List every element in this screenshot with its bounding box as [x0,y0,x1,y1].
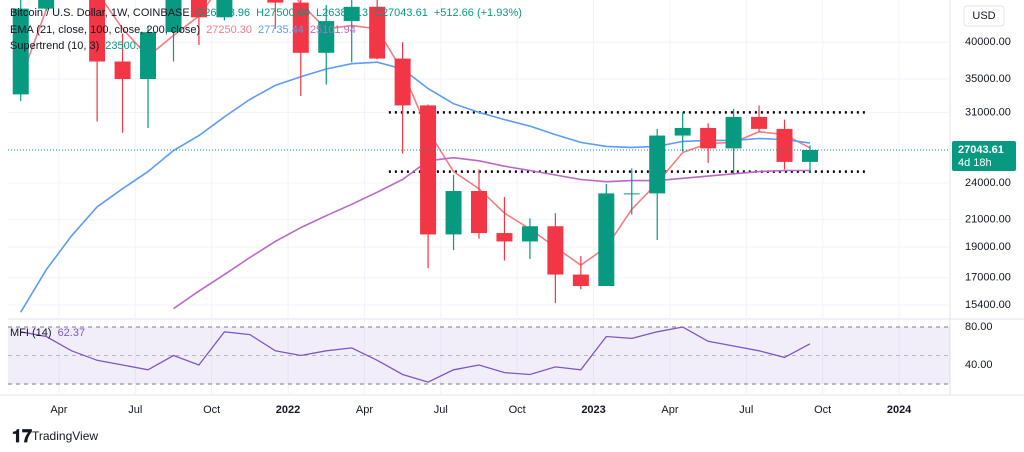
candle-body [140,32,157,80]
candle-body [190,0,207,18]
candle-body [598,193,615,287]
x-tick-label: Oct [509,404,526,416]
candle-body [12,8,29,95]
logo: 𝟏𝟕 [12,426,32,446]
mfi-title: MFI (14) [10,327,52,339]
y-tick-label: 24000.00 [965,177,1011,189]
y-tick-label: 17000.00 [965,272,1011,284]
currency-button[interactable] [963,5,1005,27]
x-tick-label: Apr [50,404,67,416]
candle-body [801,150,818,162]
indicator-value: 25101.94 [310,24,356,36]
candle-body [623,193,640,195]
ohlc-value: +512.66 (+1.93%) [434,7,522,19]
candle-body [38,0,55,9]
candle-body [216,0,233,18]
y-tick-label: 21000.00 [965,214,1011,226]
legend: Bitcoin / U.S. Dollar, 1W, COINBASE O2653… [10,7,522,339]
ohlc-value: O26538.96 [196,7,250,19]
candle-body [471,191,487,234]
candle-body [318,21,335,53]
candle-body [751,116,768,129]
x-tick-label: 2022 [276,404,300,416]
indicator-value: 23500.45 [105,40,151,52]
candle-body [725,116,742,149]
candle-body [547,226,564,275]
brand: TradingView [32,429,98,443]
x-tick-label: Jul [434,404,448,416]
axes: Apr Jul Oct 2022 Apr Jul Oct 2023 Apr Jul Oct 2024 4… [50,36,1016,416]
candle-body [369,6,386,59]
mfi-value: 62.37 [58,327,86,339]
symbol-title: Bitcoin / U.S. Dollar, 1W, COINBASE [10,7,190,19]
last-price-tag [952,141,1016,172]
candle-body [89,0,106,62]
last-price: 27043.61 [958,144,1004,156]
y-tick-label: 15400.00 [965,299,1011,311]
mfi-line [20,326,811,383]
price-pane [8,0,950,313]
candle-body [649,135,666,194]
countdown: 4d 18h [958,157,992,169]
x-tick-label: Apr [661,404,678,416]
candle-body [776,128,793,162]
candle-body [674,127,691,136]
x-tick-label: Oct [203,404,220,416]
candle-body [267,0,284,3]
candle-body [292,2,309,53]
mfi-pane [8,326,950,385]
ema-line [20,61,811,313]
candle-body [700,127,717,149]
ohlc-value: C27043.61 [374,7,428,19]
y-tick-label: 19000.00 [965,241,1011,253]
indicator-name: EMA (21, close, 100, close, 200, close) [10,24,200,36]
indicator-value: 27250.30 [206,24,252,36]
candle-body [165,0,182,33]
candle-body [343,6,360,22]
candle-body [114,61,131,80]
ohlc-value: H27500.00 [256,7,310,19]
candle-body [420,105,437,235]
x-tick-label: 2023 [581,404,605,416]
y-tick-label: 35000.00 [965,73,1011,85]
indicator-value: 27735.44 [258,24,304,36]
x-tick-label: Jul [739,404,753,416]
ema-line [173,156,810,310]
indicator-name: Supertrend (10, 3) [10,40,99,52]
currency[interactable]: USD [972,10,995,22]
y-tick-label: 80.00 [965,321,993,333]
y-tick-label: 40000.00 [965,36,1011,48]
x-tick-label: Jul [128,404,142,416]
x-tick-label: Oct [814,404,831,416]
x-tick-label: 2024 [887,404,912,416]
candle-body [394,58,411,106]
x-tick-label: Apr [356,404,373,416]
candle-body [572,274,589,287]
candle-body [496,233,513,242]
candle-body [445,191,462,235]
y-tick-label: 40.00 [965,359,993,371]
ohlc-value: L26382.13 [316,7,368,19]
y-tick-label: 31000.00 [965,106,1011,118]
candle-body [521,226,538,242]
